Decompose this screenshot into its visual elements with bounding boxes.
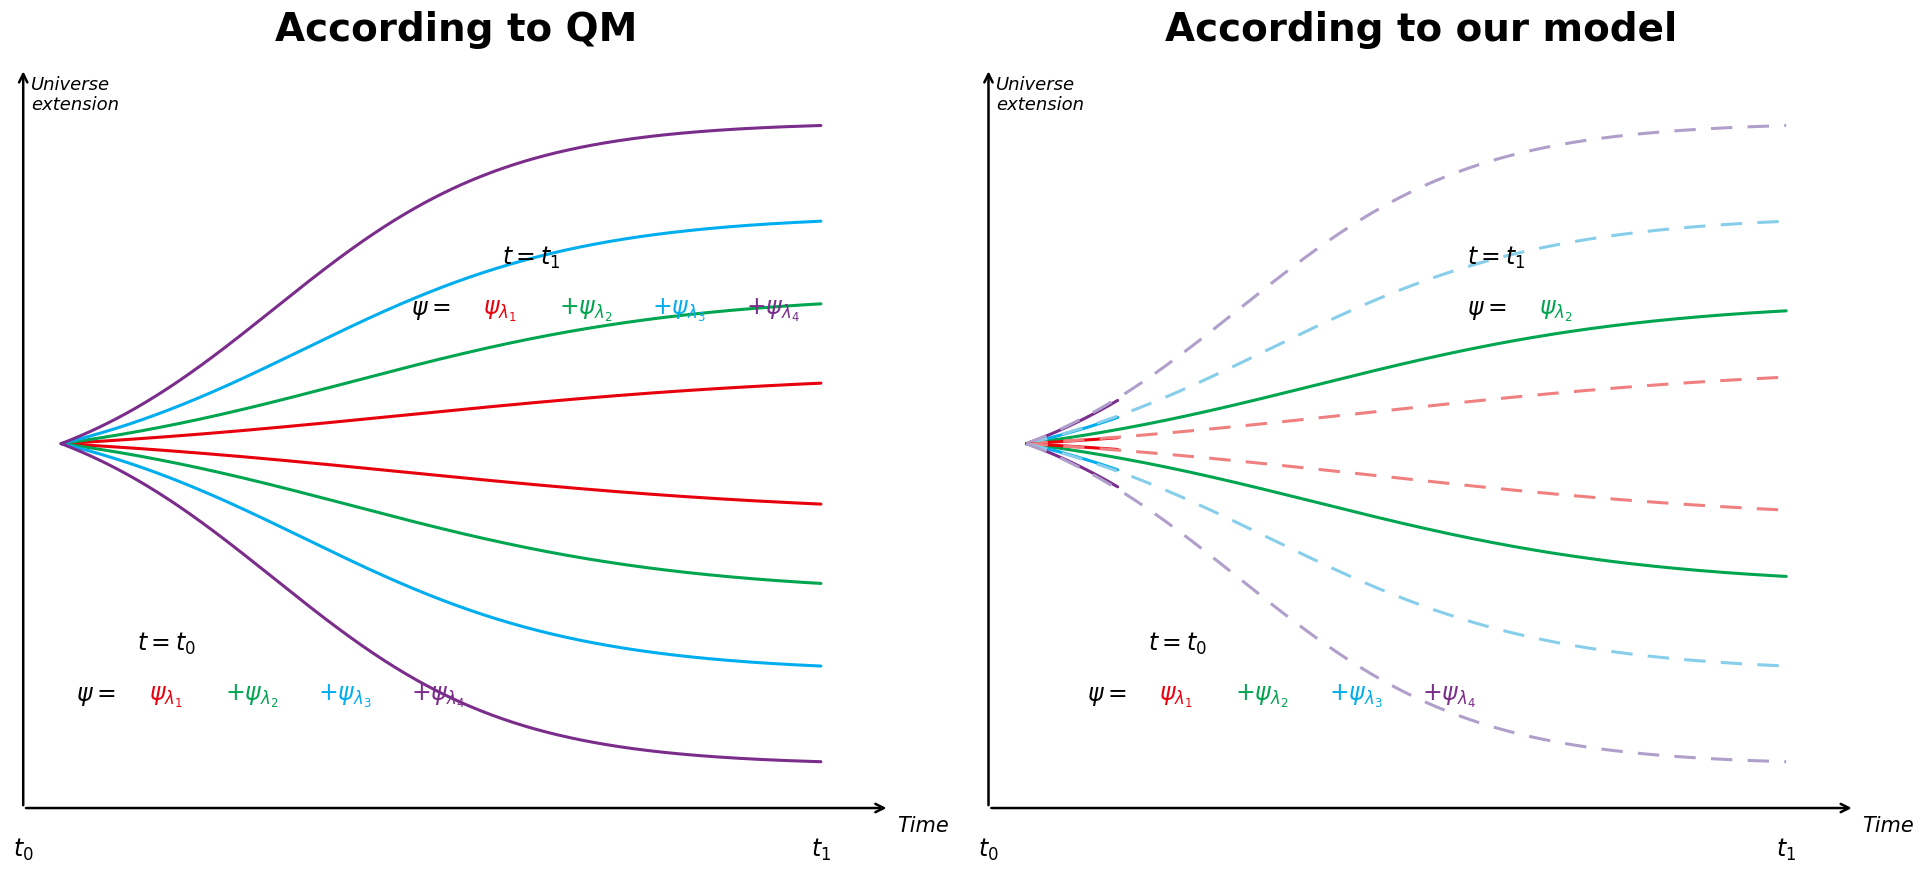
Text: Universe
extension: Universe extension [995, 76, 1084, 114]
Text: Universe
extension: Universe extension [31, 76, 119, 114]
Text: $\psi = $: $\psi = $ [1467, 298, 1507, 322]
Text: $t = t_1$: $t = t_1$ [1467, 245, 1525, 272]
Text: Time: Time [897, 816, 949, 835]
Text: Time: Time [1861, 816, 1913, 835]
Text: $t = t_1$: $t = t_1$ [502, 245, 560, 272]
Text: $+\psi_{\lambda_4}$: $+\psi_{\lambda_4}$ [412, 683, 466, 710]
Text: $t_1$: $t_1$ [1777, 836, 1796, 863]
Text: $+\psi_{\lambda_3}$: $+\psi_{\lambda_3}$ [318, 683, 372, 710]
Text: $t_0$: $t_0$ [978, 836, 999, 863]
Title: According to QM: According to QM [275, 11, 637, 49]
Text: $\psi = $: $\psi = $ [77, 684, 116, 708]
Title: According to our model: According to our model [1165, 11, 1679, 49]
Text: $\psi_{\lambda_1}$: $\psi_{\lambda_1}$ [483, 299, 516, 324]
Text: $+\psi_{\lambda_2}$: $+\psi_{\lambda_2}$ [225, 683, 277, 710]
Text: $\psi = $: $\psi = $ [410, 298, 450, 322]
Text: $\psi_{\lambda_1}$: $\psi_{\lambda_1}$ [148, 684, 183, 710]
Text: $+\psi_{\lambda_3}$: $+\psi_{\lambda_3}$ [653, 297, 706, 324]
Text: $t_0$: $t_0$ [13, 836, 33, 863]
Text: $\psi = $: $\psi = $ [1088, 684, 1126, 708]
Text: $t_1$: $t_1$ [810, 836, 832, 863]
Text: $\psi_{\lambda_2}$: $\psi_{\lambda_2}$ [1540, 299, 1573, 324]
Text: $+\psi_{\lambda_4}$: $+\psi_{\lambda_4}$ [745, 297, 799, 324]
Text: $+\psi_{\lambda_2}$: $+\psi_{\lambda_2}$ [1236, 683, 1290, 710]
Text: $+\psi_{\lambda_2}$: $+\psi_{\lambda_2}$ [558, 297, 612, 324]
Text: $t = t_0$: $t = t_0$ [1147, 631, 1207, 657]
Text: $+\psi_{\lambda_4}$: $+\psi_{\lambda_4}$ [1423, 683, 1476, 710]
Text: $t = t_0$: $t = t_0$ [137, 631, 196, 657]
Text: $+\psi_{\lambda_3}$: $+\psi_{\lambda_3}$ [1328, 683, 1382, 710]
Text: $\psi_{\lambda_1}$: $\psi_{\lambda_1}$ [1159, 684, 1194, 710]
